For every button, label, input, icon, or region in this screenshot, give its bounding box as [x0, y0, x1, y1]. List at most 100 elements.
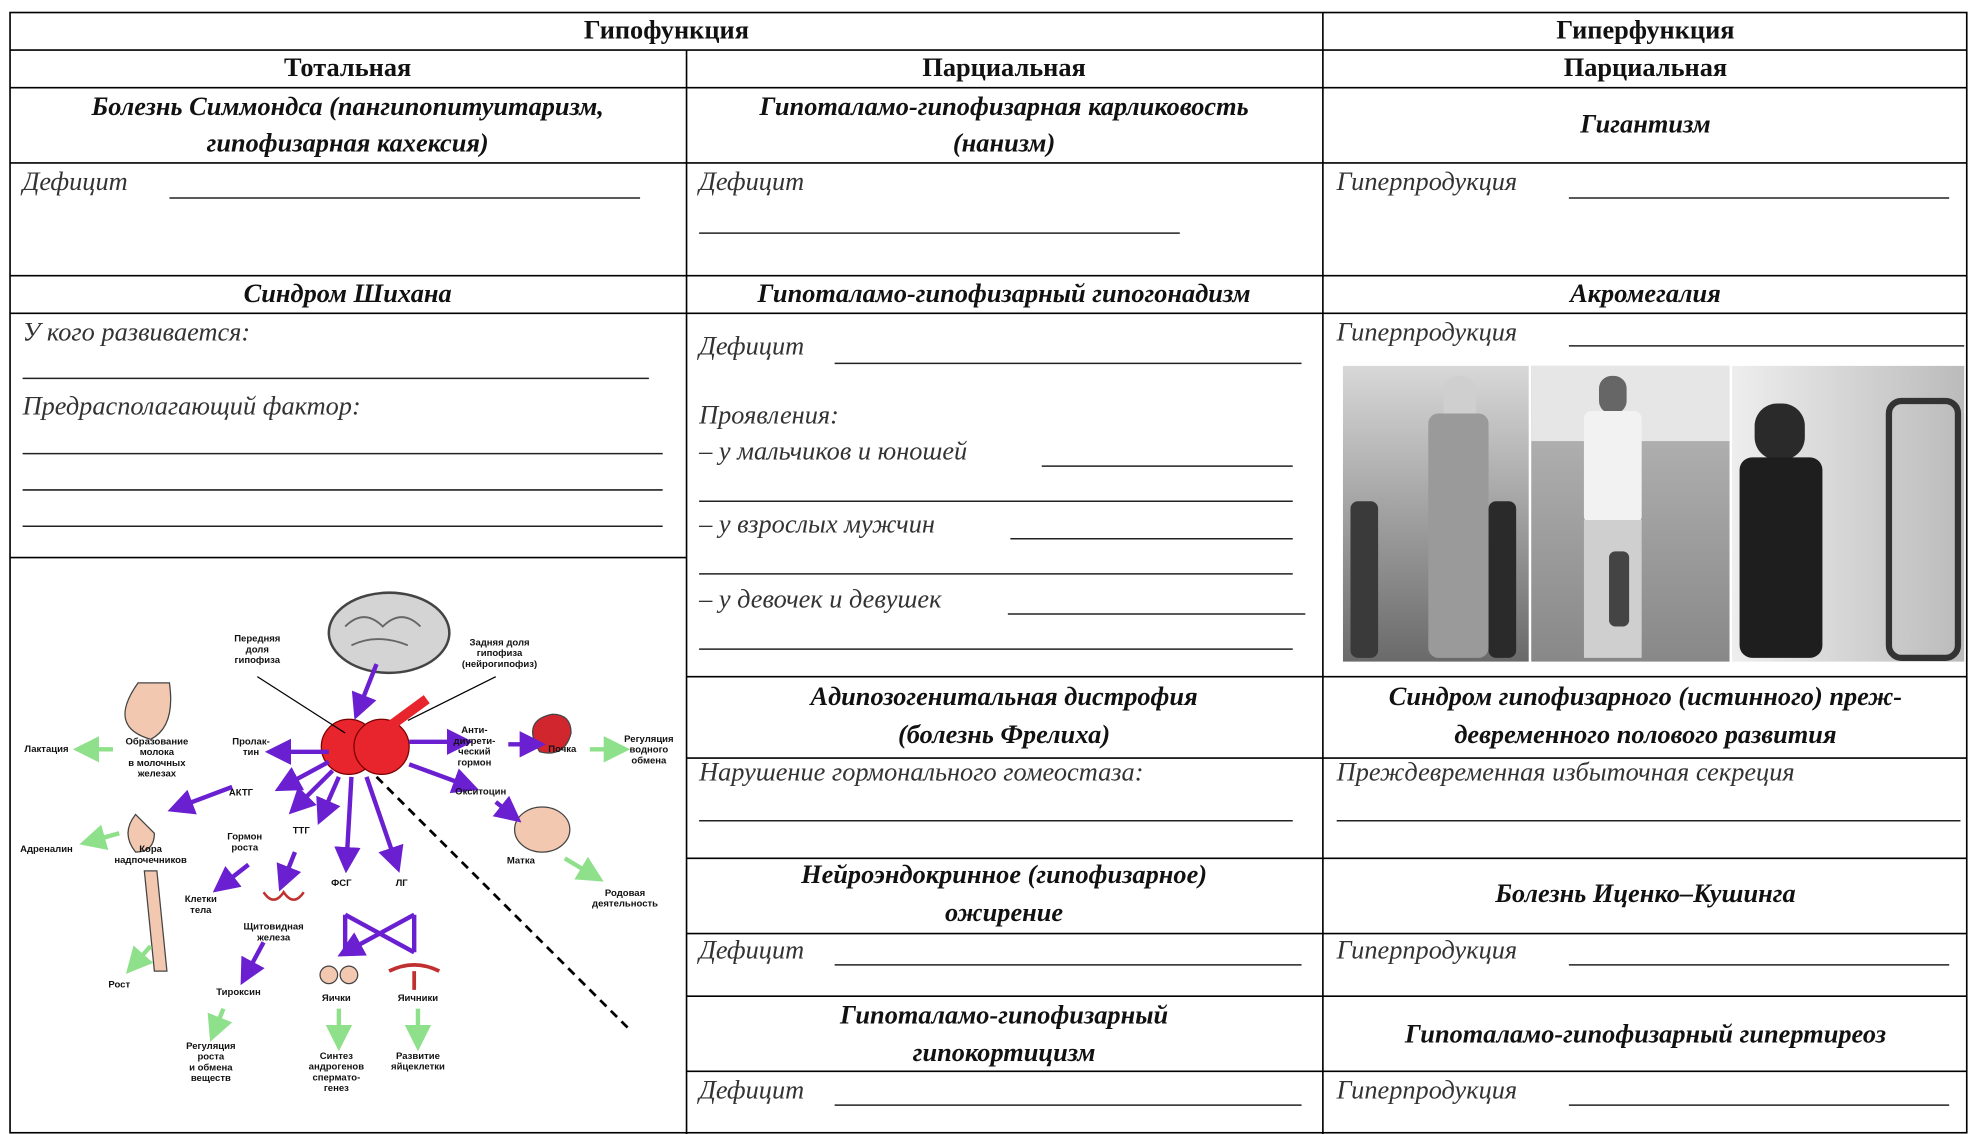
diagram-label: гипофиза — [477, 648, 523, 659]
diagram-label: яйцеклетки — [391, 1062, 445, 1073]
table-borders — [9, 11, 1968, 1134]
diagram-label: гипофиза — [235, 655, 281, 666]
diagram-label: молока — [140, 747, 175, 758]
disease-title: Синдром Шихана — [244, 279, 452, 308]
disease-title: гипофизарная кахексия) — [207, 128, 489, 157]
field-label: Гиперпродукция — [1336, 935, 1517, 964]
header: Парциальная — [1564, 53, 1727, 82]
diagram-label: Почка — [548, 744, 577, 755]
field-label: Дефицит — [696, 167, 804, 196]
diagram-label: Образование — [126, 736, 189, 747]
diagram-label: ческий — [458, 747, 491, 758]
field-label: – у мальчиков и юношей — [698, 437, 967, 466]
diagram-label: ФСГ — [331, 878, 352, 889]
diagram-label: обмена — [631, 755, 667, 766]
diagram-label: роста — [231, 842, 258, 853]
diagram-label: Гормон — [227, 832, 262, 843]
disease-title: девременного полового развития — [1454, 720, 1836, 749]
field-label: – у девочек и девушек — [698, 585, 942, 614]
disease-title: (нанизм) — [953, 128, 1055, 157]
field-label: Гиперпродукция — [1336, 167, 1517, 196]
field-label: Проявления: — [698, 400, 839, 429]
disease-title: Гипоталамо-гипофизарный — [839, 1001, 1168, 1030]
answer-blanks — [22, 197, 1965, 1106]
field-label: Дефицит — [696, 1076, 804, 1105]
field-label: Нарушение гормонального гомеостаза: — [698, 757, 1143, 786]
field-label: Дефицит — [696, 331, 804, 360]
diagram-label: железа — [256, 933, 291, 944]
diagram-label: Синтез — [320, 1051, 353, 1062]
diagram-label: надпочечников — [114, 855, 187, 866]
disease-title: Болезнь Симмондса (пангипопитуитаризм, — [90, 92, 603, 121]
diagram-label: Матка — [507, 855, 536, 866]
diagram-label: генез — [324, 1083, 349, 1094]
photos — [1342, 365, 1965, 662]
disease-title: Гипоталамо-гипофизарная карликовость — [758, 92, 1248, 121]
disease-title: Гипоталамо-гипофизарный гипертиреоз — [1404, 1019, 1886, 1048]
diagram-label: Пролак- — [232, 736, 270, 747]
diagram-label: тела — [190, 905, 212, 916]
diagram-label: Задняя доля — [469, 637, 529, 648]
diagram-label: диурети- — [454, 736, 496, 747]
diagram-label: ТТГ — [293, 825, 311, 836]
disease-title: гипокортицизм — [913, 1038, 1096, 1067]
field-label: – у взрослых мужчин — [698, 509, 935, 538]
diagram-label: гормон — [458, 757, 492, 768]
diagram-label: Регуляция — [186, 1041, 235, 1052]
header: Гиперфункция — [1556, 16, 1734, 45]
field-label: Дефицит — [696, 935, 804, 964]
diagram-label: Передняя — [234, 634, 280, 645]
disease-title: Нейроэндокринное (гипофизарное) — [800, 860, 1207, 889]
header: Тотальная — [284, 53, 411, 82]
diagram-label: Окситоцин — [455, 786, 506, 797]
disease-title: Болезнь Иценко–Кушинга — [1494, 879, 1795, 908]
diagram-label: Кора — [139, 844, 162, 855]
diagram-label: Яички — [322, 993, 351, 1004]
diagram-label: андрогенов — [309, 1062, 365, 1073]
headers: Гипофункция Гиперфункция Тотальная Парци… — [284, 16, 1734, 83]
cells: Болезнь Симмондса (пангипопитуитаризм, г… — [20, 92, 1902, 1105]
field-label: Гиперпродукция — [1336, 1076, 1517, 1105]
diagram-label: Регуляция — [624, 734, 673, 745]
diagram-label: тин — [243, 747, 260, 758]
disease-title: Адипозогенитальная дистрофия — [808, 682, 1197, 711]
disease-title: Акромегалия — [1568, 279, 1721, 308]
disease-title: Гипоталамо-гипофизарный гипогонадизм — [757, 279, 1251, 308]
diagram-label: веществ — [191, 1073, 231, 1084]
disease-title: ожирение — [945, 898, 1063, 927]
field-label: Гиперпродукция — [1336, 318, 1517, 347]
field-label: Дефицит — [20, 167, 128, 196]
diagram-label: Щитовидная — [243, 922, 303, 933]
diagram-label: ЛГ — [396, 878, 409, 889]
pituitary-diagram — [72, 591, 631, 1052]
diagram-label: водного — [630, 745, 669, 756]
field-label: Предрасполагающий фактор: — [22, 392, 361, 421]
diagram-label: Яичники — [398, 993, 439, 1004]
diagram-label: АКТГ — [229, 788, 254, 799]
diagram-label: Адреналин — [20, 844, 73, 855]
diagram-label: спермато- — [312, 1072, 360, 1083]
diagram-label: Рост — [108, 979, 130, 990]
field-label: У кого развивается: — [23, 318, 251, 347]
diagram-label: железах — [137, 769, 177, 780]
disease-title: Синдром гипофизарного (истинного) преж- — [1389, 682, 1902, 711]
diagram-label: Тироксин — [216, 987, 261, 998]
diagram-label: Развитие — [396, 1051, 440, 1062]
diagram-label: Анти- — [461, 725, 487, 736]
diagram-label: (нейрогипофиз) — [462, 659, 537, 670]
diagram-label: и обмена — [189, 1062, 233, 1073]
disease-title: (болезнь Фрелиха) — [898, 720, 1110, 749]
diagram-label: Клетки — [185, 894, 217, 905]
header: Парциальная — [922, 53, 1085, 82]
diagram-label: Родовая — [605, 888, 645, 899]
diagram-label: Лактация — [24, 744, 68, 755]
diagram-label: роста — [197, 1052, 224, 1063]
diagram-label: доля — [246, 644, 269, 655]
header: Гипофункция — [584, 16, 749, 45]
diagram-label: в молочных — [128, 758, 186, 769]
diagram-label: деятельность — [592, 899, 658, 910]
disease-title: Гигантизм — [1579, 110, 1710, 139]
field-label: Преждевременная избыточная секреция — [1336, 757, 1795, 786]
